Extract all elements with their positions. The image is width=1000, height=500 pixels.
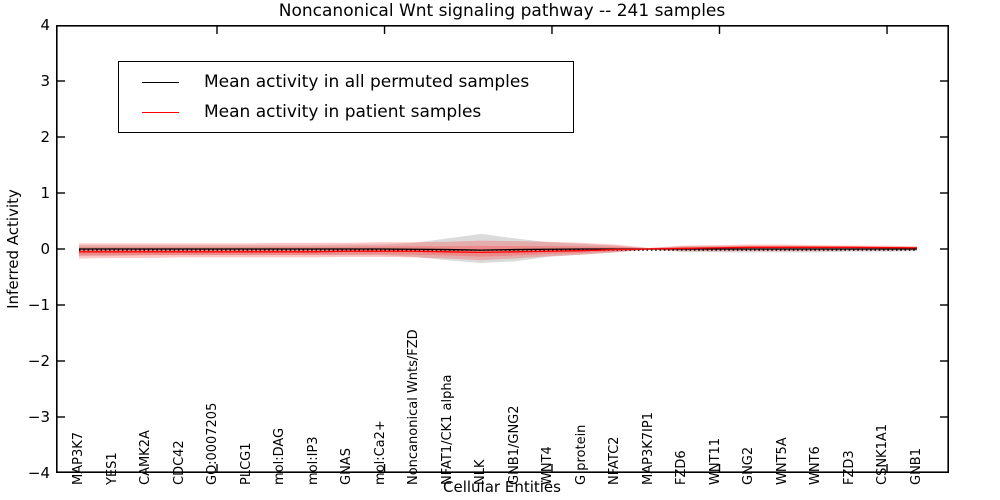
x-tick-label: CAMK2A [138,430,154,485]
x-tick-label: WNT5A [774,437,790,485]
x-tick-label: mol:DAG [272,427,288,485]
x-tick-label: GNAS [339,448,355,485]
y-tick-label: 4 [40,16,50,34]
y-tick-label: −1 [27,296,50,314]
x-tick-label: mol:Ca2+ [372,420,388,485]
x-tick-label: mol:IP3 [305,436,321,485]
permuted-mean-line [79,248,917,251]
y-tick-label: 2 [40,128,50,146]
x-tick-label: GO:0007205 [205,402,221,485]
x-tick-label: WNT4 [540,446,556,485]
axes-spines [56,25,949,473]
legend-entry: Mean activity in all permuted samples [119,67,573,97]
x-tick-label: NFAT1/CK1 alpha [439,374,455,485]
x-tick-label: CDC42 [171,440,187,485]
y-tick-label: 3 [40,72,50,90]
x-tick-label: NLK [473,459,489,486]
x-tick-label: YES1 [104,452,120,485]
x-tick-label: PLCG1 [238,442,254,485]
x-tick-label: G protein [573,424,589,485]
x-axis-label: Cellular Entities [443,478,561,496]
legend-line-swatch [142,111,179,113]
x-tick-label: FZD3 [841,450,857,485]
legend: Mean activity in all permuted samples Mea… [118,61,574,133]
y-tick-label: −4 [27,464,50,482]
x-tick-label: GNG2 [741,446,757,485]
chart-canvas [56,25,949,473]
permuted-samples-range-band [79,233,917,263]
x-tick-label: Noncanonical Wnts/FZD [406,329,422,485]
legend-line-swatch [142,81,179,83]
x-tick-label: NFATC2 [607,436,623,485]
x-tick-label: MAP3K7 [71,431,86,485]
x-tick-label: WNT11 [707,437,723,485]
y-tick-label: 1 [40,184,50,202]
x-tick-label: GNB1 [909,448,924,485]
plot-area: Mean activity in all permuted samples Mea… [56,25,949,473]
legend-entry: Mean activity in patient samples [119,97,573,127]
x-tick-label: FZD6 [674,450,690,485]
x-tick-label: WNT6 [808,446,824,485]
y-tick-label: −2 [27,352,50,370]
x-tick-label: GNB1/GNG2 [506,405,522,485]
legend-label: Mean activity in all permuted samples [204,72,530,92]
legend-label: Mean activity in patient samples [204,102,482,122]
patient-mean-line [79,246,918,254]
y-tick-label: 0 [40,240,50,258]
chart-title: Noncanonical Wnt signaling pathway -- 24… [278,1,726,21]
x-tick-label: CSNK1A1 [875,423,891,485]
x-tick-label: MAP3K7IP1 [640,412,656,485]
y-tick-label: −3 [27,408,50,426]
